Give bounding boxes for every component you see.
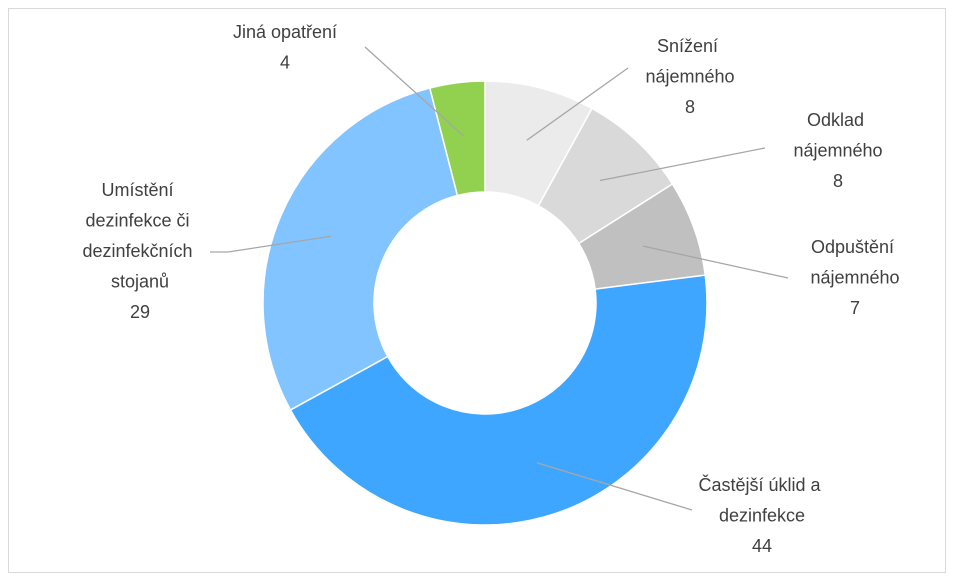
label-line: dezinfekčních xyxy=(82,241,197,261)
leader-line xyxy=(210,235,331,253)
data-label-name: Snížení nájemného xyxy=(645,36,734,87)
label-line: Snížení xyxy=(657,36,723,56)
data-label-value: 8 xyxy=(685,97,695,117)
data-label-name: Umístění dezinfekce či dezinfekčních sto… xyxy=(82,180,197,292)
data-label-value: 29 xyxy=(130,302,150,322)
data-label-value: 44 xyxy=(752,536,772,556)
label-line: Odpuštění xyxy=(811,237,899,257)
leader-line xyxy=(364,46,465,137)
leader-line xyxy=(642,245,789,279)
label-line: nájemného xyxy=(810,267,899,287)
donut-slice xyxy=(289,274,708,526)
leader-line xyxy=(526,67,629,141)
data-label-value: 8 xyxy=(833,171,843,191)
data-label-name: Jiná opatření xyxy=(233,22,337,42)
label-line: Jiná opatření xyxy=(233,22,337,42)
leader-line xyxy=(536,462,693,511)
label-line: Odklad xyxy=(807,110,869,130)
donut-slice xyxy=(428,80,486,197)
data-label-value: 4 xyxy=(280,52,290,72)
label-line: nájemného xyxy=(793,140,882,160)
data-label-value: 7 xyxy=(850,298,860,318)
data-label-name: Odklad nájemného xyxy=(793,110,882,161)
data-label-name: Odpuštění nájemného xyxy=(810,237,899,288)
label-line: dezinfekce xyxy=(719,505,805,525)
data-label-name: Častější úklid a dezinfekce xyxy=(698,474,825,526)
label-line: dezinfekce či xyxy=(85,210,194,230)
label-line: Umístění xyxy=(101,180,178,200)
label-line: stojanů xyxy=(111,271,169,291)
label-line: Častější úklid a xyxy=(698,474,825,495)
label-line: nájemného xyxy=(645,66,734,86)
donut-slice xyxy=(262,87,459,411)
leader-line xyxy=(599,147,766,182)
